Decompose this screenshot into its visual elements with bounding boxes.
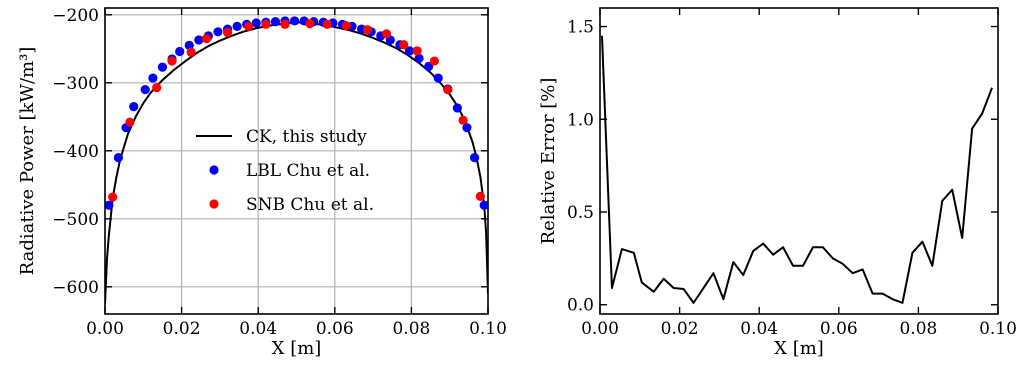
legend: CK, this study LBL Chu et al. SNB Chu et a… <box>196 127 374 215</box>
y-tick-label: 1.5 <box>567 18 594 38</box>
snb-point <box>475 191 485 201</box>
relative-error-chart: 0.00 0.02 0.04 0.06 0.08 0.10 0.0 0.5 1.0 1.5 X [… <box>538 7 1017 359</box>
x-tick-label: 0.00 <box>581 319 619 339</box>
x-tick-label: 0.10 <box>469 319 507 339</box>
legend-entry: SNB Chu et al. <box>246 195 374 215</box>
snb-point <box>108 192 118 202</box>
snb-point <box>280 19 290 29</box>
lbl-point <box>289 16 300 26</box>
radiative-power-chart: 0.00 0.02 0.04 0.06 0.08 0.10 −600 −500 −400 −300… <box>17 6 507 359</box>
snb-point <box>322 19 332 29</box>
x-axis-label: X [m] <box>272 338 322 359</box>
y-tick-label: −500 <box>52 210 99 230</box>
snb-point <box>222 27 233 38</box>
lbl-point <box>452 103 462 113</box>
lbl-point <box>479 200 488 210</box>
lbl-point <box>404 46 415 56</box>
lbl-point <box>414 53 424 63</box>
y-tick-label: −300 <box>52 74 99 94</box>
y-tick-label: −400 <box>52 142 99 162</box>
y-axis-label: Relative Error [%] <box>538 78 559 245</box>
y-tick-label: −600 <box>52 278 99 298</box>
plot-area <box>105 16 488 304</box>
snb-point <box>381 29 392 39</box>
x-tick-label: 0.04 <box>740 319 778 339</box>
snb-point <box>341 21 351 31</box>
legend-entry: CK, this study <box>246 127 367 147</box>
y-tick-label: −200 <box>52 6 99 26</box>
legend-marker-swatch <box>209 165 219 175</box>
x-tick-label: 0.02 <box>163 319 201 339</box>
lbl-point <box>140 85 150 95</box>
snb-point <box>399 40 409 50</box>
lbl-point <box>157 62 168 72</box>
lbl-point <box>113 153 124 163</box>
axes-frame <box>104 7 489 315</box>
x-tick-label: 0.08 <box>899 319 937 339</box>
relative-error-line <box>600 35 993 304</box>
snb-point <box>167 56 177 66</box>
lbl-point <box>469 153 480 163</box>
lbl-point <box>462 123 472 133</box>
snb-point <box>261 19 271 29</box>
snb-point <box>429 56 439 66</box>
snb-point <box>201 34 212 44</box>
lbl-point <box>213 27 223 37</box>
snb-point <box>458 115 468 125</box>
snb-point <box>362 25 372 35</box>
x-tick-label: 0.08 <box>392 319 430 339</box>
x-axis-label: X [m] <box>774 338 824 359</box>
x-tick-label: 0.06 <box>316 319 354 339</box>
lbl-point <box>251 18 261 28</box>
snb-point <box>305 19 315 29</box>
ticks: 0.00 0.02 0.04 0.06 0.08 0.10 0.0 0.5 1.0 1.5 <box>567 8 1017 339</box>
y-tick-label: 1.0 <box>567 110 594 130</box>
ticks: 0.00 0.02 0.04 0.06 0.08 0.10 −600 −500 −400 −300… <box>52 6 507 339</box>
lbl-point <box>105 200 114 210</box>
snb-point <box>125 117 135 127</box>
lbl-point <box>433 73 443 83</box>
snb-point <box>152 82 162 93</box>
snb-point <box>412 46 422 56</box>
snb-point <box>443 85 453 95</box>
x-tick-label: 0.10 <box>979 319 1017 339</box>
y-tick-label: 0.0 <box>567 296 594 316</box>
snb-point <box>244 21 254 31</box>
x-tick-label: 0.00 <box>86 319 124 339</box>
plot-area <box>600 35 993 304</box>
x-tick-label: 0.04 <box>239 319 277 339</box>
x-tick-label: 0.02 <box>661 319 699 339</box>
lbl-point <box>424 61 434 72</box>
y-tick-label: 0.5 <box>567 203 594 223</box>
lbl-point <box>129 102 139 112</box>
lbl-point <box>232 21 242 31</box>
lbl-point <box>148 73 158 83</box>
axes-frame <box>599 7 999 315</box>
legend-entry: LBL Chu et al. <box>246 161 370 181</box>
snb-point <box>186 47 196 57</box>
y-axis-label: Radiative Power [kW/m³] <box>17 47 38 276</box>
lbl-point <box>270 17 281 27</box>
x-tick-label: 0.06 <box>820 319 858 339</box>
lbl-point <box>175 46 185 57</box>
lbl-point <box>194 35 204 45</box>
legend-marker-swatch <box>209 199 219 209</box>
